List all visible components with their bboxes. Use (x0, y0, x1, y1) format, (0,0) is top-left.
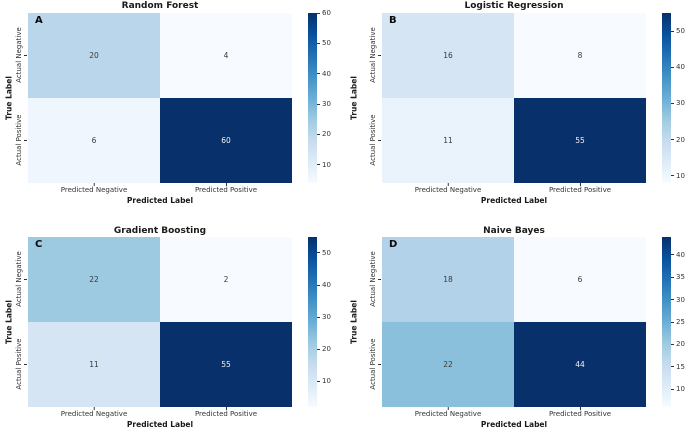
y-tick-mark (24, 364, 27, 365)
colorbar-tick-label: 10 (317, 377, 331, 386)
colorbar-tick-labels: 10 20 30 40 50 (317, 237, 343, 407)
matrix-cell-true-negative: 22 (28, 237, 160, 322)
colorbar (308, 237, 317, 407)
colorbar-tick-label: 40 (317, 281, 331, 290)
panel-d-naive-bayes: Naive Bayes True Label Actual Negative A… (345, 216, 689, 432)
panel-letter: D (389, 239, 398, 250)
colorbar-tick-label: 50 (317, 248, 331, 257)
confusion-matrix-heatmap: 18 6 22 44 D (382, 237, 646, 407)
y-axis-label: True Label (349, 76, 359, 120)
colorbar-tick-labels: 10 15 20 25 30 35 40 (671, 237, 689, 407)
matrix-cell-true-positive: 55 (160, 322, 292, 407)
colorbar-tick-label: 20 (317, 345, 331, 354)
colorbar-tick-label: 40 (671, 250, 685, 259)
matrix-cell-true-negative: 20 (28, 13, 160, 98)
matrix-cell-false-negative: 11 (382, 98, 514, 183)
matrix-cell-false-positive: 6 (514, 237, 646, 322)
y-tick-mark (24, 140, 27, 141)
chart-title: Random Forest (121, 1, 199, 11)
panel-letter: A (35, 15, 43, 26)
x-tick-label: Predicted Positive (194, 183, 258, 194)
y-axis-label: True Label (4, 300, 14, 344)
x-tick-label: Predicted Negative (60, 183, 128, 194)
matrix-cell-false-negative: 6 (28, 98, 160, 183)
y-tick-label: Actual Negative (369, 27, 377, 83)
colorbar-tick-label: 50 (317, 39, 331, 48)
matrix-cell-true-positive: 44 (514, 322, 646, 407)
colorbar-tick-labels: 10 20 30 40 50 (671, 13, 689, 183)
x-tick-label: Predicted Negative (60, 407, 128, 418)
x-tick-label: Predicted Negative (414, 183, 482, 194)
colorbar-tick-label: 60 (317, 9, 331, 17)
matrix-cell-true-negative: 16 (382, 13, 514, 98)
colorbar-tick-label: 30 (317, 100, 331, 109)
y-tick-label: Actual Negative (15, 251, 23, 307)
colorbar-tick-label: 50 (671, 27, 685, 36)
colorbar-tick-label: 25 (671, 318, 685, 326)
matrix-cell-false-negative: 22 (382, 322, 514, 407)
panel-b-logistic-regression: Logistic Regression True Label Actual Ne… (345, 0, 689, 216)
panel-letter: C (35, 239, 43, 250)
colorbar-tick-label: 40 (317, 69, 331, 78)
y-tick-label: Actual Positive (369, 338, 377, 390)
matrix-cell-false-positive: 2 (160, 237, 292, 322)
y-tick-mark (24, 279, 27, 280)
colorbar-tick-label: 15 (671, 362, 685, 371)
colorbar (308, 13, 317, 183)
y-tick-mark (378, 279, 381, 280)
colorbar-tick-label: 30 (671, 99, 685, 108)
x-tick-label: Predicted Negative (414, 407, 482, 418)
matrix-cell-false-negative: 11 (28, 322, 160, 407)
colorbar-tick-label: 35 (671, 273, 685, 282)
y-tick-label: Actual Positive (15, 338, 23, 390)
colorbar (662, 13, 671, 183)
colorbar-tick-label: 10 (671, 171, 685, 180)
x-axis-label: Predicted Label (126, 420, 194, 429)
colorbar-tick-label: 20 (671, 340, 685, 349)
chart-title: Logistic Regression (464, 1, 564, 11)
y-tick-mark (378, 140, 381, 141)
chart-title: Gradient Boosting (113, 226, 207, 236)
panel-a-random-forest: Random Forest True Label Actual Negative… (0, 0, 344, 216)
colorbar (662, 237, 671, 407)
colorbar-tick-label: 30 (317, 313, 331, 322)
matrix-cell-true-positive: 60 (160, 98, 292, 183)
colorbar-tick-label: 20 (671, 135, 685, 144)
colorbar-tick-label: 20 (317, 130, 331, 139)
matrix-cell-true-positive: 55 (514, 98, 646, 183)
confusion-matrix-heatmap: 20 4 6 60 A (28, 13, 292, 183)
confusion-matrix-heatmap: 22 2 11 55 C (28, 237, 292, 407)
y-tick-mark (24, 55, 27, 56)
y-tick-mark (378, 55, 381, 56)
matrix-cell-false-positive: 4 (160, 13, 292, 98)
x-axis-label: Predicted Label (126, 196, 194, 205)
panel-c-gradient-boosting: Gradient Boosting True Label Actual Nega… (0, 216, 344, 432)
colorbar-tick-label: 30 (671, 295, 685, 304)
chart-title: Naive Bayes (483, 226, 545, 236)
x-tick-label: Predicted Positive (194, 407, 258, 418)
y-tick-mark (378, 364, 381, 365)
x-axis-label: Predicted Label (480, 196, 548, 205)
y-axis-label: True Label (349, 300, 359, 344)
y-tick-label: Actual Negative (369, 251, 377, 307)
colorbar-tick-label: 10 (317, 160, 331, 169)
y-axis-label: True Label (4, 76, 14, 120)
confusion-matrix-heatmap: 16 8 11 55 B (382, 13, 646, 183)
colorbar-tick-label: 10 (671, 385, 685, 394)
y-tick-label: Actual Positive (369, 114, 377, 166)
colorbar-tick-label: 40 (671, 63, 685, 72)
matrix-cell-false-positive: 8 (514, 13, 646, 98)
x-tick-label: Predicted Positive (548, 183, 612, 194)
x-tick-label: Predicted Positive (548, 407, 612, 418)
x-axis-label: Predicted Label (480, 420, 548, 429)
matrix-cell-true-negative: 18 (382, 237, 514, 322)
y-tick-label: Actual Positive (15, 114, 23, 166)
colorbar-tick-labels: 10 20 30 40 50 60 (317, 9, 343, 183)
panel-letter: B (389, 15, 397, 26)
y-tick-label: Actual Negative (15, 27, 23, 83)
